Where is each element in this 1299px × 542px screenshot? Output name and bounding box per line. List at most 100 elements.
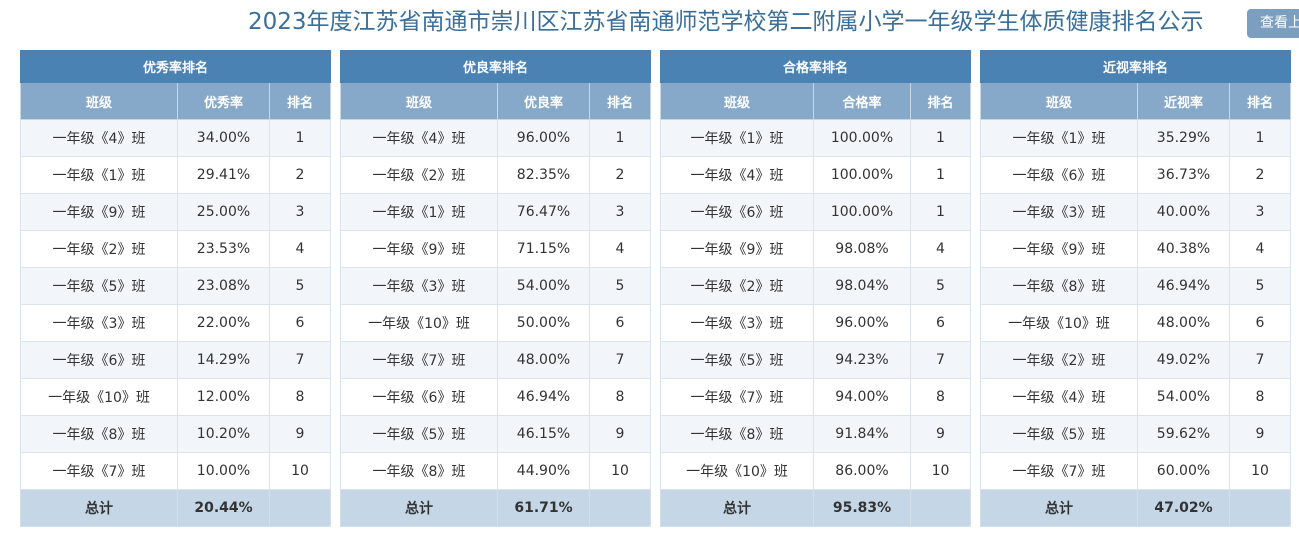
rank-cell: 3 (588, 193, 652, 231)
total-rank (909, 489, 972, 527)
rank-cell: 9 (1228, 415, 1292, 453)
class-name-cell: 一年级《2》班 (340, 156, 498, 194)
class-name-cell: 一年级《3》班 (660, 304, 814, 342)
rate-cell: 48.00% (1137, 304, 1230, 342)
rank-cell: 8 (588, 378, 652, 416)
view-button[interactable]: 查看上 (1247, 9, 1299, 38)
total-row: 总计 61.71% (340, 489, 652, 527)
rank-cell: 6 (588, 304, 652, 342)
total-label: 总计 (340, 489, 498, 527)
rank-cell: 10 (268, 452, 332, 490)
rank-cell: 1 (588, 119, 652, 157)
rate-cell: 34.00% (177, 119, 270, 157)
class-name-cell: 一年级《10》班 (660, 452, 814, 490)
table-row: 一年级《6》班 100.00% 1 (660, 193, 972, 231)
rate-cell: 25.00% (177, 193, 270, 231)
table-row: 一年级《10》班 86.00% 10 (660, 452, 972, 490)
class-name-cell: 一年级《1》班 (980, 119, 1138, 157)
table-row: 一年级《4》班 96.00% 1 (340, 119, 652, 157)
rate-cell: 60.00% (1137, 452, 1230, 490)
class-name-cell: 一年级《7》班 (660, 378, 814, 416)
class-name-cell: 一年级《7》班 (980, 452, 1138, 490)
table-row: 一年级《4》班 54.00% 8 (980, 378, 1292, 416)
table-caption: 优良率排名 (339, 50, 652, 83)
class-name-cell: 一年级《10》班 (980, 304, 1138, 342)
rank-cell: 4 (268, 230, 332, 268)
total-row: 总计 20.44% (20, 489, 332, 527)
class-name-cell: 一年级《5》班 (980, 415, 1138, 453)
rate-cell: 29.41% (177, 156, 270, 194)
table-row: 一年级《3》班 54.00% 5 (340, 267, 652, 305)
rate-cell: 71.15% (497, 230, 590, 268)
class-name-cell: 一年级《3》班 (20, 304, 178, 342)
rate-cell: 96.00% (813, 304, 911, 342)
rate-cell: 10.00% (177, 452, 270, 490)
column-header: 排名 (1228, 82, 1292, 120)
class-name-cell: 一年级《8》班 (20, 415, 178, 453)
rate-cell: 14.29% (177, 341, 270, 379)
table-row: 一年级《9》班 40.38% 4 (980, 230, 1292, 268)
class-name-cell: 一年级《6》班 (340, 378, 498, 416)
column-header: 排名 (909, 82, 972, 120)
total-label: 总计 (20, 489, 178, 527)
rank-cell: 7 (1228, 341, 1292, 379)
class-name-cell: 一年级《10》班 (20, 378, 178, 416)
rank-cell: 6 (909, 304, 972, 342)
rate-cell: 100.00% (813, 119, 911, 157)
table-row: 一年级《3》班 96.00% 6 (660, 304, 972, 342)
pass-rate-table: 合格率排名 班级 合格率 排名 一年级《1》班 100.00% 1 一年级《4》班 100.00… (659, 50, 972, 527)
rank-cell: 2 (588, 156, 652, 194)
rank-cell: 3 (268, 193, 332, 231)
rank-cell: 7 (909, 341, 972, 379)
table-row: 一年级《1》班 35.29% 1 (980, 119, 1292, 157)
class-name-cell: 一年级《4》班 (20, 119, 178, 157)
class-name-cell: 一年级《8》班 (340, 452, 498, 490)
table-row: 一年级《7》班 94.00% 8 (660, 378, 972, 416)
rate-cell: 96.00% (497, 119, 590, 157)
column-header: 班级 (340, 82, 498, 120)
class-name-cell: 一年级《2》班 (980, 341, 1138, 379)
table-row: 一年级《1》班 100.00% 1 (660, 119, 972, 157)
rank-cell: 9 (588, 415, 652, 453)
rate-cell: 46.94% (497, 378, 590, 416)
column-header: 排名 (588, 82, 652, 120)
total-label: 总计 (980, 489, 1138, 527)
rank-cell: 10 (1228, 452, 1292, 490)
class-name-cell: 一年级《2》班 (20, 230, 178, 268)
total-rank (1228, 489, 1292, 527)
class-name-cell: 一年级《4》班 (340, 119, 498, 157)
column-header: 班级 (660, 82, 814, 120)
rate-cell: 10.20% (177, 415, 270, 453)
rank-cell: 1 (909, 193, 972, 231)
rank-cell: 8 (909, 378, 972, 416)
page-title: 2023年度江苏省南通市崇川区江苏省南通师范学校第二附属小学一年级学生体质健康排… (248, 9, 1204, 35)
class-name-cell: 一年级《7》班 (340, 341, 498, 379)
column-header: 班级 (20, 82, 178, 120)
class-name-cell: 一年级《3》班 (340, 267, 498, 305)
rank-cell: 5 (588, 267, 652, 305)
class-name-cell: 一年级《5》班 (660, 341, 814, 379)
table-row: 一年级《7》班 48.00% 7 (340, 341, 652, 379)
table-row: 一年级《2》班 49.02% 7 (980, 341, 1292, 379)
table-row: 一年级《3》班 22.00% 6 (20, 304, 332, 342)
rank-cell: 4 (588, 230, 652, 268)
table-row: 一年级《8》班 44.90% 10 (340, 452, 652, 490)
myopia-rate-table: 近视率排名 班级 近视率 排名 一年级《1》班 35.29% 1 一年级《6》班 36.73% 2… (979, 50, 1292, 527)
rate-cell: 12.00% (177, 378, 270, 416)
table-row: 一年级《4》班 34.00% 1 (20, 119, 332, 157)
total-rate: 95.83% (813, 489, 911, 527)
column-header: 合格率 (813, 82, 911, 120)
rate-cell: 54.00% (497, 267, 590, 305)
table-row: 一年级《7》班 60.00% 10 (980, 452, 1292, 490)
rank-cell: 2 (1228, 156, 1292, 194)
rate-cell: 98.04% (813, 267, 911, 305)
total-rank (268, 489, 332, 527)
class-name-cell: 一年级《1》班 (20, 156, 178, 194)
rate-cell: 49.02% (1137, 341, 1230, 379)
table-row: 一年级《9》班 25.00% 3 (20, 193, 332, 231)
table-row: 一年级《1》班 29.41% 2 (20, 156, 332, 194)
table-row: 一年级《1》班 76.47% 3 (340, 193, 652, 231)
table-row: 一年级《5》班 46.15% 9 (340, 415, 652, 453)
total-rate: 61.71% (497, 489, 590, 527)
